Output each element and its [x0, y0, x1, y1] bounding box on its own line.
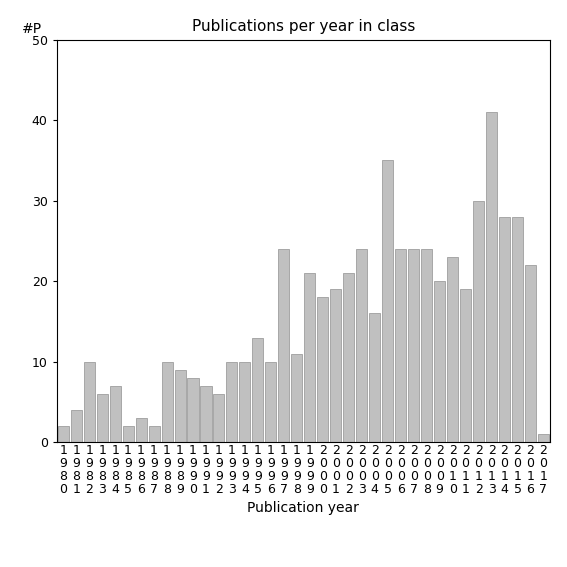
X-axis label: Publication year: Publication year: [247, 501, 359, 515]
Bar: [109, 386, 121, 442]
Bar: [538, 434, 549, 442]
Bar: [512, 217, 523, 442]
Title: Publications per year in class: Publications per year in class: [192, 19, 415, 35]
Bar: [304, 273, 315, 442]
Bar: [460, 289, 471, 442]
Bar: [331, 289, 341, 442]
Bar: [71, 410, 82, 442]
Bar: [239, 362, 251, 442]
Bar: [58, 426, 69, 442]
Bar: [149, 426, 159, 442]
Bar: [188, 378, 198, 442]
Bar: [343, 273, 354, 442]
Bar: [162, 362, 172, 442]
Bar: [278, 249, 289, 442]
Bar: [201, 386, 211, 442]
Bar: [122, 426, 134, 442]
Bar: [499, 217, 510, 442]
Bar: [265, 362, 276, 442]
Bar: [84, 362, 95, 442]
Bar: [252, 337, 264, 442]
Bar: [96, 394, 108, 442]
Bar: [318, 297, 328, 442]
Bar: [213, 394, 225, 442]
Bar: [226, 362, 238, 442]
Text: #P: #P: [22, 22, 43, 36]
Bar: [136, 418, 147, 442]
Bar: [356, 249, 367, 442]
Bar: [434, 281, 445, 442]
Bar: [291, 354, 302, 442]
Bar: [525, 265, 536, 442]
Bar: [382, 160, 393, 442]
Bar: [486, 112, 497, 442]
Bar: [369, 314, 380, 442]
Bar: [421, 249, 432, 442]
Bar: [447, 257, 458, 442]
Bar: [175, 370, 185, 442]
Bar: [395, 249, 406, 442]
Bar: [473, 201, 484, 442]
Bar: [408, 249, 419, 442]
